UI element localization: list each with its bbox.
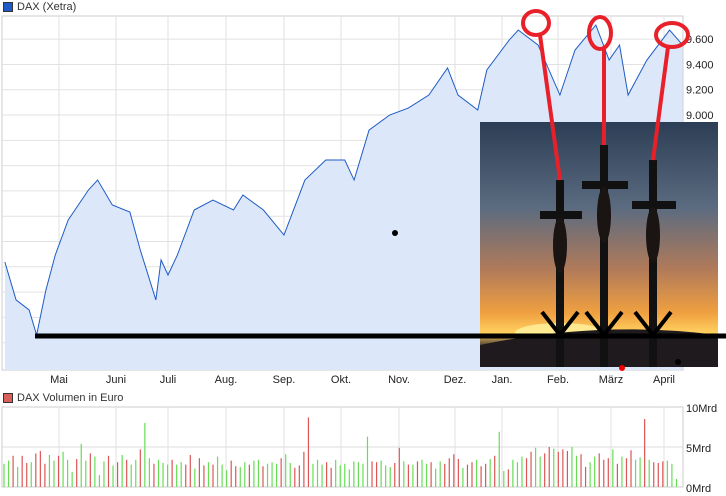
hills bbox=[480, 329, 718, 367]
x-tick-label: Nov. bbox=[388, 374, 410, 386]
x-tick-label: Mai bbox=[50, 374, 68, 386]
cross-beam bbox=[540, 211, 582, 219]
x-tick-label: April bbox=[653, 374, 675, 386]
figure bbox=[553, 217, 567, 273]
y-tick-label: 9.600 bbox=[686, 34, 714, 46]
y-tick-label: 9.000 bbox=[686, 110, 714, 122]
volume-y-tick-label: 10Mrd bbox=[686, 403, 717, 415]
y-tick-label: 9.400 bbox=[686, 59, 714, 71]
crucifixion-photo bbox=[480, 122, 718, 367]
x-tick-label: Feb. bbox=[547, 374, 569, 386]
volume-legend: DAX Volumen in Euro bbox=[3, 392, 123, 404]
x-tick-label: Aug. bbox=[215, 374, 238, 386]
figure bbox=[646, 207, 660, 263]
x-tick-label: Juli bbox=[160, 374, 177, 386]
volume-y-tick-label: 5Mrd bbox=[686, 443, 711, 455]
volume-y-tick-label: 0Mrd bbox=[686, 483, 711, 495]
red-dot bbox=[619, 365, 625, 371]
x-tick-label: Dez. bbox=[444, 374, 467, 386]
volume-legend-label: DAX Volumen in Euro bbox=[17, 392, 124, 404]
x-tick-label: Jan. bbox=[492, 374, 513, 386]
x-tick-label: Juni bbox=[106, 374, 126, 386]
cross-post bbox=[649, 160, 657, 367]
red-circle-annotation bbox=[654, 21, 690, 49]
red-pointer-line bbox=[651, 46, 670, 161]
x-tick-label: Sep. bbox=[273, 374, 296, 386]
cross-post bbox=[556, 180, 564, 367]
red-circle-annotation bbox=[587, 15, 613, 51]
price-line bbox=[4, 24, 684, 336]
cross-beam bbox=[582, 181, 628, 189]
figure bbox=[597, 187, 611, 243]
volume-legend-swatch bbox=[3, 393, 13, 403]
x-tick-label: Okt. bbox=[331, 374, 351, 386]
red-pointer-line bbox=[538, 34, 562, 181]
price-legend: DAX (Xetra) bbox=[3, 1, 76, 13]
black-dot-small bbox=[675, 359, 681, 365]
y-tick-label: 9.200 bbox=[686, 85, 714, 97]
cross-beam bbox=[632, 201, 676, 209]
price-legend-label: DAX (Xetra) bbox=[17, 1, 77, 13]
x-tick-label: März bbox=[599, 374, 623, 386]
black-dot bbox=[392, 230, 398, 236]
red-circle-annotation bbox=[521, 9, 551, 37]
price-legend-swatch bbox=[3, 2, 13, 12]
cross-post bbox=[600, 145, 608, 367]
